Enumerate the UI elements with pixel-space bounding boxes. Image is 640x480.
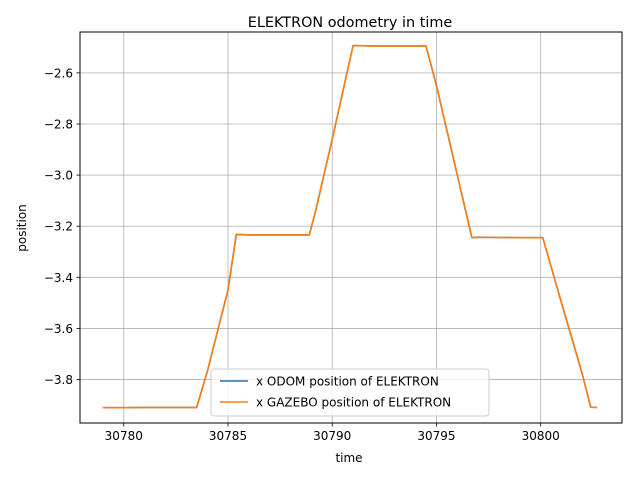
y-axis-ticks: −3.8 −3.6 −3.4 −3.2 −3.0 −2.8 −2.6 — [44, 66, 80, 387]
y-tick-label: −3.0 — [44, 169, 73, 183]
x-tick-label: 30800 — [522, 429, 560, 443]
plot-area-frame — [79, 31, 623, 424]
chart-title: ELEKTRON odometry in time — [248, 15, 453, 31]
x-tick-label: 30785 — [209, 429, 247, 443]
x-tick-label: 30780 — [105, 429, 143, 443]
legend-label: x GAZEBO position of ELEKTRON — [256, 396, 451, 410]
x-axis-ticks: 30780 30785 30790 30795 30800 — [105, 423, 560, 443]
legend: x ODOM position of ELEKTRON x GAZEBO posi… — [210, 368, 490, 417]
x-tick-label: 30795 — [417, 429, 455, 443]
grid — [80, 32, 622, 423]
legend-label: x ODOM position of ELEKTRON — [256, 375, 439, 389]
y-tick-label: −2.8 — [44, 118, 73, 132]
y-tick-label: −3.8 — [44, 373, 73, 387]
legend-box — [210, 368, 490, 417]
y-tick-label: −3.2 — [44, 220, 73, 234]
series-layer — [102, 44, 598, 409]
y-tick-label: −2.6 — [44, 66, 73, 80]
y-tick-label: −3.4 — [44, 271, 73, 285]
x-tick-label: 30790 — [313, 429, 351, 443]
y-axis-label: position — [15, 204, 29, 252]
x-axis-label: time — [335, 451, 362, 465]
y-tick-label: −3.6 — [44, 322, 73, 336]
series-line-1 — [102, 44, 598, 409]
